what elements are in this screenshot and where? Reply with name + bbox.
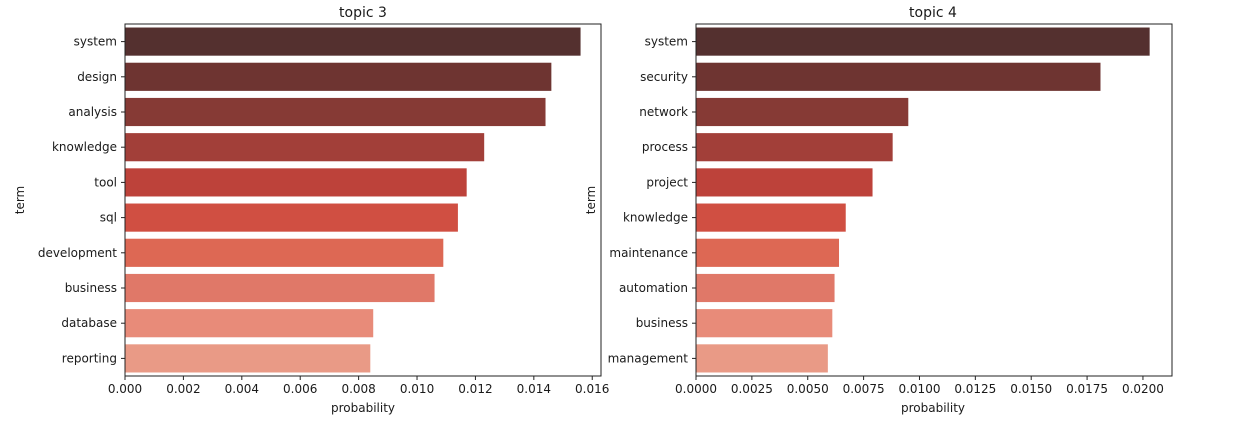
y-tick-label: maintenance	[609, 246, 688, 260]
topic-4-panel: topic 4 term probability system security n…	[584, 5, 1173, 415]
bar-system	[696, 27, 1150, 56]
bar-analysis	[125, 97, 546, 127]
x-tick-label: 0.010	[400, 382, 434, 396]
plot-frame	[695, 23, 1173, 377]
y-tick-label: automation	[619, 281, 688, 295]
bar-process	[696, 133, 893, 162]
bar-tool	[125, 168, 467, 197]
bar-management	[696, 344, 828, 373]
x-tick-label: 0.002	[166, 382, 200, 396]
y-axis-label: term	[584, 186, 598, 215]
bar-security	[696, 62, 1101, 91]
y-tick-label: database	[61, 316, 117, 330]
bar-knowledge	[125, 133, 485, 162]
bar-automation	[696, 273, 835, 303]
y-tick-label: system	[645, 35, 688, 49]
y-tick-label: reporting	[62, 351, 117, 365]
x-ticks: 0.000 0.002 0.004 0.006 0.008 0.010 0.012 0.014…	[108, 376, 609, 396]
bar-reporting	[125, 344, 371, 373]
bar-project	[696, 168, 873, 197]
bar-network	[696, 97, 909, 127]
y-tick-label: system	[74, 35, 117, 49]
y-tick-label: sql	[100, 211, 117, 225]
y-tick-label: tool	[94, 175, 117, 189]
x-tick-label: 0.0175	[1066, 382, 1108, 396]
x-tick-label: 0.0050	[787, 382, 829, 396]
topic-3-panel: topic 3 term probability system design ana…	[13, 5, 609, 415]
y-tick-label: development	[38, 246, 117, 260]
x-tick-label: 0.014	[517, 382, 551, 396]
bar-knowledge	[696, 203, 846, 232]
y-tick-label: project	[646, 175, 688, 189]
bar-business	[125, 273, 435, 303]
y-tick-label: design	[77, 70, 117, 84]
bar-maintenance	[696, 238, 840, 267]
plot-frame	[124, 23, 602, 377]
x-tick-label: 0.006	[283, 382, 317, 396]
bar-design	[125, 62, 552, 91]
x-tick-label: 0.016	[575, 382, 609, 396]
y-tick-label: knowledge	[623, 211, 688, 225]
x-axis-label: probability	[331, 401, 395, 415]
y-tick-label: process	[642, 140, 688, 154]
x-ticks: 0.0000 0.0025 0.0050 0.0075 0.0100 0.0125 0.01…	[675, 376, 1164, 396]
bar-database	[125, 309, 374, 338]
x-tick-label: 0.000	[108, 382, 142, 396]
category-labels: system security network process project knowl…	[608, 35, 696, 365]
y-tick-label: analysis	[68, 105, 117, 119]
bar-system	[125, 27, 581, 56]
y-tick-label: network	[639, 105, 688, 119]
chart-title: topic 3	[339, 5, 387, 21]
bar-sql	[125, 203, 458, 232]
bar-business	[696, 309, 833, 338]
x-tick-label: 0.004	[225, 382, 259, 396]
y-axis-label: term	[13, 186, 27, 215]
y-tick-label: business	[65, 281, 117, 295]
x-tick-label: 0.0125	[954, 382, 996, 396]
bar-group	[696, 27, 1150, 373]
x-axis-label: probability	[901, 401, 965, 415]
y-tick-label: management	[608, 351, 689, 365]
x-tick-label: 0.0025	[731, 382, 773, 396]
bar-group	[125, 27, 581, 373]
y-tick-label: security	[640, 70, 688, 84]
x-tick-label: 0.0075	[843, 382, 885, 396]
x-tick-label: 0.0150	[1010, 382, 1052, 396]
x-tick-label: 0.0000	[675, 382, 717, 396]
y-tick-label: knowledge	[52, 140, 117, 154]
bar-development	[125, 238, 444, 267]
x-tick-label: 0.0100	[898, 382, 940, 396]
x-tick-label: 0.008	[341, 382, 375, 396]
y-tick-label: business	[636, 316, 688, 330]
x-tick-label: 0.0200	[1122, 382, 1164, 396]
category-labels: system design analysis knowledge tool sql deve…	[38, 35, 125, 365]
chart-title: topic 4	[909, 5, 957, 21]
x-tick-label: 0.012	[458, 382, 492, 396]
